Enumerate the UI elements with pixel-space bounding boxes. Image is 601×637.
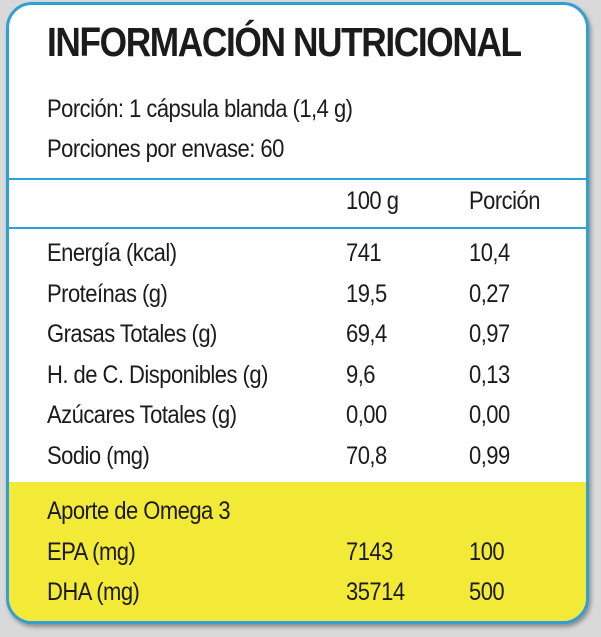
omega-3-section: Aporte de Omega 3 EPA (mg) 7143 100 DHA … <box>9 482 586 621</box>
divider-header <box>9 227 586 229</box>
value-per-portion: 0,99 <box>469 442 510 470</box>
servings-per-container: Porciones por envase: 60 <box>47 135 284 163</box>
serving-size: Porción: 1 cápsula blanda (1,4 g) <box>47 95 353 123</box>
value-per-100g: 70,8 <box>346 442 387 470</box>
nutrient-name: Proteínas (g) <box>47 280 168 308</box>
value-per-portion: 0,00 <box>469 401 510 429</box>
value-per-portion: 10,4 <box>469 239 510 267</box>
column-header-portion: Porción <box>469 187 540 215</box>
value-per-portion: 500 <box>469 578 505 606</box>
value-per-100g: 9,6 <box>346 361 376 389</box>
nutrient-name: Energía (kcal) <box>47 239 177 267</box>
value-per-portion: 0,97 <box>469 320 510 348</box>
nutrient-name: Grasas Totales (g) <box>47 320 217 348</box>
value-per-100g: 0,00 <box>346 401 387 429</box>
nutrient-name: DHA (mg) <box>47 578 140 606</box>
nutrient-name: EPA (mg) <box>47 538 136 566</box>
nutrient-name: Sodio (mg) <box>47 442 150 470</box>
value-per-portion: 100 <box>469 538 505 566</box>
value-per-100g: 35714 <box>346 578 405 606</box>
nutrient-name: Azúcares Totales (g) <box>47 401 237 429</box>
value-per-100g: 69,4 <box>346 320 387 348</box>
label-title: INFORMACIÓN NUTRICIONAL <box>47 19 522 65</box>
nutrition-facts-label: INFORMACIÓN NUTRICIONAL Porción: 1 cápsu… <box>6 2 589 624</box>
value-per-100g: 7143 <box>346 538 393 566</box>
value-per-100g: 19,5 <box>346 280 387 308</box>
nutrient-name: H. de C. Disponibles (g) <box>47 361 268 389</box>
value-per-portion: 0,27 <box>469 280 510 308</box>
omega-3-heading: Aporte de Omega 3 <box>47 497 231 525</box>
value-per-portion: 0,13 <box>469 361 510 389</box>
divider-top <box>9 178 586 180</box>
value-per-100g: 741 <box>346 239 382 267</box>
column-header-100g: 100 g <box>346 187 399 215</box>
